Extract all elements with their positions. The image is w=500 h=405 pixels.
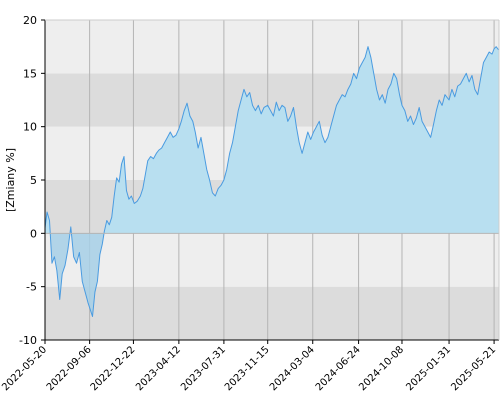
area-fill-positive — [45, 46, 499, 234]
y-tick-label: 0 — [30, 227, 37, 240]
band-15-20 — [45, 20, 499, 74]
series-line — [44, 46, 499, 318]
y-axis-label: [Zmiany %] — [4, 148, 17, 212]
y-tick-label: 10 — [23, 121, 37, 134]
x-tick-label: 2025-01-31 — [404, 344, 453, 393]
area-fill-negative — [50, 233, 105, 317]
x-tick-label: 2023-04-12 — [134, 344, 183, 393]
x-axis-ticks: 2022-05-202022-09-062022-12-222023-04-12… — [0, 340, 498, 393]
x-tick-label: 2024-10-08 — [357, 344, 406, 393]
x-tick-label: 2025-05-21 — [449, 344, 498, 393]
y-tick-label: -5 — [26, 281, 37, 294]
x-tick-label: 2023-07-31 — [179, 344, 228, 393]
y-tick-label: 20 — [23, 14, 37, 27]
y-axis-ticks: -10 -5 0 5 10 15 20 — [19, 14, 45, 347]
band--10--5 — [45, 286, 499, 340]
band--5-0 — [45, 233, 499, 287]
y-tick-label: -10 — [19, 334, 37, 347]
series-area — [44, 46, 499, 318]
y-tick-label: 15 — [23, 67, 37, 80]
x-tick-label: 2022-12-22 — [89, 344, 138, 393]
x-tick-label: 2023-11-15 — [223, 344, 272, 393]
x-tick-label: 2024-03-04 — [268, 344, 317, 393]
x-tick-label: 2022-09-06 — [45, 344, 94, 393]
y-tick-label: 5 — [30, 174, 37, 187]
x-tick-label: 2024-06-24 — [314, 344, 363, 393]
x-tick-label: 2022-05-20 — [0, 344, 49, 393]
